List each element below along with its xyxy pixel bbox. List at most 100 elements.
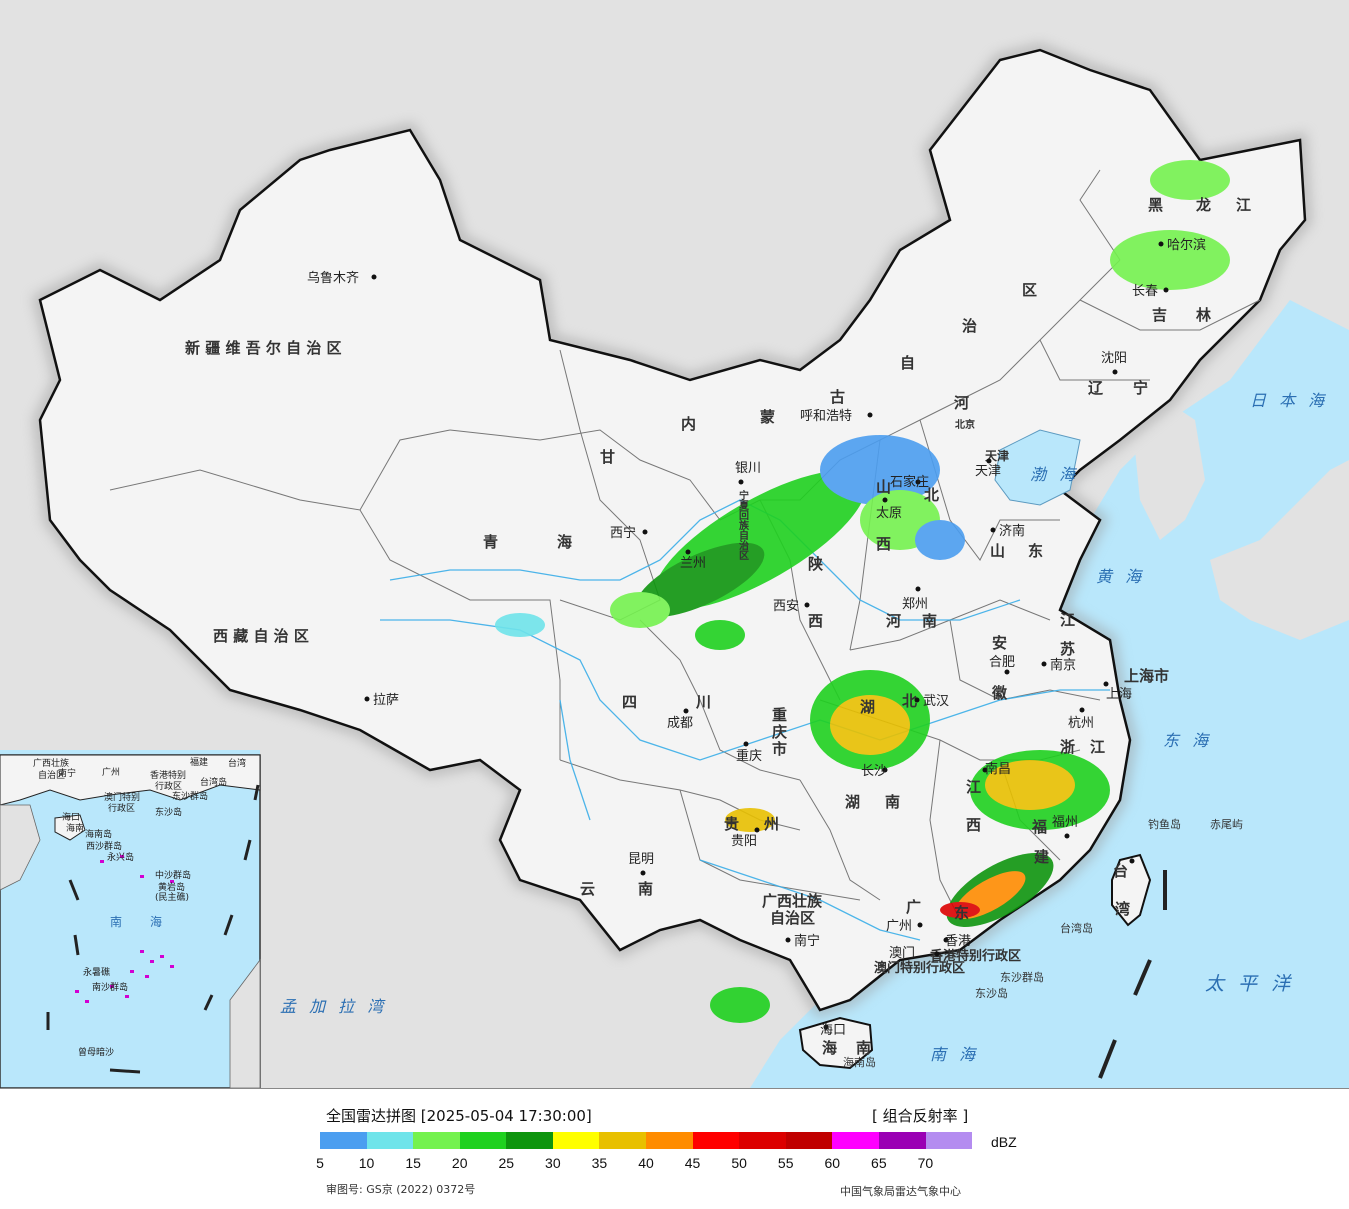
prov-label: 湖 <box>845 793 860 811</box>
sea-label: 南 海 <box>930 1045 979 1064</box>
hainan-land <box>798 1016 874 1070</box>
nine-dash-segments <box>1098 870 1167 1079</box>
city-label: 南宁 <box>794 933 820 949</box>
island-label: 台湾岛 <box>1060 921 1093 935</box>
island-labels: 钓鱼岛 赤尾屿 台湾岛 东沙群岛 东沙岛 海南岛 <box>843 817 1243 1069</box>
prov-label: 四 <box>622 693 637 711</box>
city-label: 杭州 <box>1068 716 1094 731</box>
inset-label: 曾母暗沙 <box>78 1046 114 1058</box>
prov-label: 天津 <box>985 448 1009 463</box>
inset-label: 香港特别 <box>150 769 186 781</box>
color-swatch <box>552 1132 600 1149</box>
prov-label: 台 <box>1113 862 1128 880</box>
city-label: 合肥 <box>989 655 1015 670</box>
inset-label: 台湾 <box>228 757 246 769</box>
city-label: 乌鲁木齐 <box>307 270 359 286</box>
color-swatch <box>320 1132 367 1149</box>
inset-label: 广西壮族 <box>33 757 69 769</box>
radar-echoes <box>495 160 1230 1023</box>
prov-label: 江 <box>1090 738 1105 756</box>
inset-label: 广州 <box>102 766 120 778</box>
prov-label: 山 <box>876 478 891 496</box>
prov-label: 西 <box>966 816 981 834</box>
bohai-sea <box>994 429 1081 506</box>
prov-label: 海 <box>557 533 572 551</box>
city-label: 沈阳 <box>1101 351 1127 366</box>
sea-label: 渤 海 <box>1030 465 1079 484</box>
prov-label: 北 <box>902 692 917 710</box>
city-label: 长春 <box>1132 284 1158 299</box>
city-label: 上海 <box>1106 687 1132 702</box>
prov-label: 北京 <box>955 418 975 431</box>
city-label: 澳门 <box>889 945 915 961</box>
island-label: 东沙群岛 <box>1000 970 1044 984</box>
island-label: 钓鱼岛 <box>1148 817 1181 831</box>
prov-label: 海 <box>822 1039 837 1057</box>
prov-label: 徽 <box>991 684 1008 702</box>
inset-label: 南沙群岛 <box>92 981 128 993</box>
inset-label: 南宁 <box>58 767 76 779</box>
prov-label: 澳门特别行政区 <box>874 960 965 976</box>
inset-label: 南 <box>110 914 122 929</box>
scale-ticks: 5 10 15 20 25 30 35 40 45 50 55 60 65 70 <box>0 1155 1349 1173</box>
prov-label: 川 <box>695 693 711 711</box>
city-label: 兰州 <box>680 556 706 571</box>
color-swatch <box>506 1132 553 1149</box>
inset-label: 东沙岛 <box>155 806 182 818</box>
color-swatch <box>739 1132 786 1149</box>
prov-label: 河 <box>886 612 901 630</box>
inset-label: (民主礁) <box>155 891 189 903</box>
radar-map: 新 疆 维 吾 尔 自 治 区 西 藏 自 治 区 青 海 甘 内 蒙 古 自 … <box>0 0 1349 1088</box>
prov-label: 自 <box>900 354 915 372</box>
scale-tick-label: 10 <box>358 1155 375 1171</box>
prov-label: 云 <box>580 880 595 898</box>
prov-label: 林 <box>1196 306 1212 324</box>
prov-label: 区 <box>1022 281 1037 299</box>
scale-tick-label: 70 <box>917 1155 934 1171</box>
prov-label: 甘 <box>600 448 615 466</box>
prov-label: 河 <box>954 394 969 412</box>
scale-tick-label: 20 <box>451 1155 468 1171</box>
prov-label: 广西壮族 <box>762 892 823 910</box>
city-label: 银川 <box>735 461 761 476</box>
city-label: 长沙 <box>861 764 887 779</box>
inset-label: 台湾岛 <box>200 776 227 788</box>
producer-label: 中国气象局雷达气象中心 <box>840 1185 961 1198</box>
se-asia-land <box>260 880 720 1088</box>
city-labels: 乌鲁木齐 拉萨 西宁 兰州 银川 呼和浩特 哈尔滨 长春 沈阳 天津 石家庄 太… <box>307 237 1206 1038</box>
prov-label: 江 <box>1236 196 1251 214</box>
inset-labels: 广西壮族 自治区 南宁 广州 福建 台湾 香港特别 行政区 澳门特别 行政区 东… <box>33 756 246 1058</box>
island-label: 海南岛 <box>843 1055 876 1069</box>
scale-tick-label: 5 <box>316 1155 324 1171</box>
city-label: 昆明 <box>628 852 654 867</box>
color-swatch <box>832 1132 879 1149</box>
color-swatch <box>785 1132 833 1149</box>
inset-label: 东沙群岛 <box>172 790 208 802</box>
prov-label: 庆 <box>772 723 787 741</box>
prov-label: 州 <box>763 815 779 833</box>
prov-label: 吉 <box>1152 306 1167 324</box>
prov-label: 东 <box>954 904 969 922</box>
scale-tick-label: 60 <box>824 1155 841 1171</box>
sea-label: 黄 海 <box>1096 567 1145 586</box>
scale-tick-label: 35 <box>591 1155 608 1171</box>
inset-label: 永兴岛 <box>107 851 134 863</box>
prov-label: 南 <box>922 612 937 630</box>
color-swatch <box>413 1132 460 1149</box>
prov-label: 贵 <box>724 815 739 833</box>
inset-label: 海口 <box>62 811 80 823</box>
island-label: 赤尾屿 <box>1210 818 1243 831</box>
city-label: 香港 <box>945 934 971 949</box>
city-label: 成都 <box>667 716 693 731</box>
inset-label: 中沙群岛 <box>155 869 191 881</box>
prov-label: 南 <box>856 1039 871 1057</box>
prov-label: 古 <box>830 388 845 406</box>
city-label: 南昌 <box>985 761 1011 777</box>
city-label: 西宁 <box>610 525 636 541</box>
prov-label: 湖 <box>860 698 875 716</box>
prov-label: 江 <box>1060 611 1075 629</box>
color-swatch <box>646 1132 693 1149</box>
sea-label: 孟 加 拉 湾 <box>280 997 387 1016</box>
sea-labels: 日 本 海 渤 海 黄 海 东 海 太 平 洋 南 海 孟 加 拉 湾 <box>280 391 1328 1064</box>
sea-label: 日 本 海 <box>1250 391 1328 410</box>
